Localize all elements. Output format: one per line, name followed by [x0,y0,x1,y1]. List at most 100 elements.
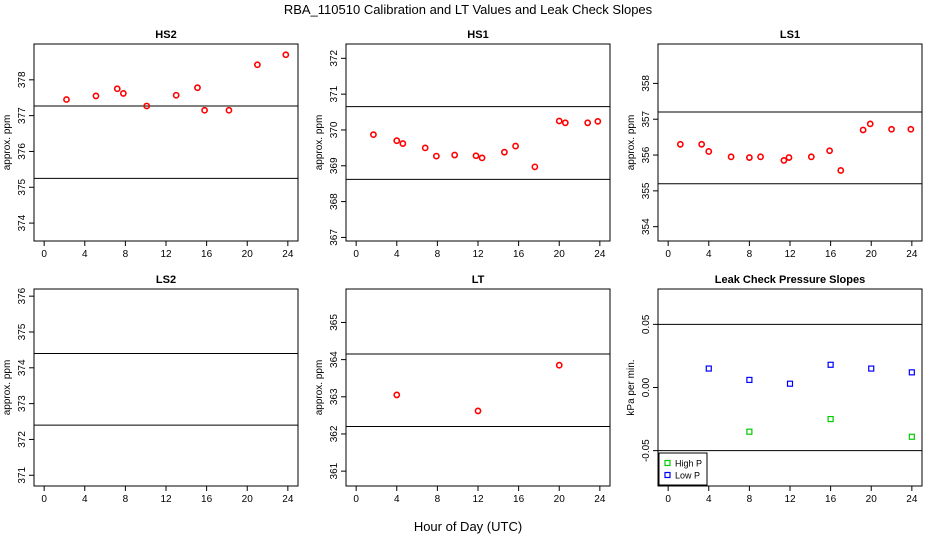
data-point [500,148,508,156]
x-tick-label: 8 [123,494,129,505]
x-tick-label: 0 [353,249,359,260]
x-tick-label: 8 [747,494,753,505]
y-tick-label: 372 [17,431,28,448]
y-tick-label: 361 [329,462,340,479]
x-tick-label: 8 [123,249,129,260]
legend-box [658,452,708,486]
legend-label: Low P [675,471,700,481]
data-point [785,154,793,161]
y-axis-label: approx. ppm [2,115,13,171]
y-tick-label: 375 [17,323,28,340]
y-tick-label: 378 [17,71,28,88]
y-tick-label: 358 [641,75,652,92]
x-tick-label: 4 [706,494,712,505]
data-point [807,153,815,161]
panel-leak-check-pressure-slopes: Leak Check Pressure Slopes 0 4 8 12 16 20 24 -0.… [626,274,923,505]
x-tick-label: 8 [435,494,441,505]
y-tick-label: 0.00 [641,377,652,397]
x-tick-label: 20 [866,249,878,260]
data-point [421,144,429,152]
y-axis-label: approx. ppm [314,115,325,171]
data-point [399,140,407,147]
panel-title: LS2 [156,274,176,286]
y-tick-label: 368 [329,193,340,210]
data-point [561,119,569,127]
data-point [474,407,482,415]
y-tick-label: 373 [17,395,28,412]
data-point [827,415,834,423]
y-axis-label: approx. ppm [626,115,637,171]
data-point [432,152,440,160]
x-tick-label: 0 [41,494,47,505]
y-tick-label: 365 [329,314,340,331]
data-point [705,365,712,372]
data-point [908,369,915,376]
y-tick-label: 376 [17,287,28,304]
x-tick-label: 4 [82,249,88,260]
x-tick-label: 24 [282,249,294,260]
plot-frame [33,43,299,242]
x-tick-label: 20 [554,494,566,505]
panel-title: HS2 [155,29,176,41]
y-tick-label: 356 [641,146,652,163]
data-point [393,137,401,145]
x-tick-label: 16 [825,249,837,260]
data-point [63,96,70,103]
data-point [512,142,519,150]
legend: High P Low P [658,452,708,486]
figure-title: RBA_110510 Calibration and LT Values and… [284,2,653,17]
data-point [698,140,706,148]
data-point [282,51,290,59]
x-tick-label: 0 [665,249,671,260]
y-tick-label: 369 [329,157,340,174]
plot-frame [33,288,299,487]
y-tick-label: 0.05 [641,314,652,334]
data-point [584,119,592,127]
x-tick-label: 12 [472,249,484,260]
x-tick-label: 24 [594,494,606,505]
data-point [676,140,684,148]
y-tick-label: 374 [17,359,28,376]
data-point [451,151,459,159]
y-tick-label: 364 [329,351,340,368]
x-tick-label: 16 [201,494,213,505]
data-point [393,391,401,399]
y-tick-label: 371 [17,466,28,483]
x-tick-label: 20 [242,249,254,260]
data-point [727,153,735,161]
panel-grid: HS2 0 4 8 12 16 20 24 374 375 376 377 378 approx. ppm… [2,29,923,505]
x-axis-label: Hour of Day (UTC) [414,519,522,534]
data-point [866,120,874,128]
panel-hs1: HS1 0 4 8 12 16 20 24 367 368 369 370 371 372 approx. … [314,29,611,260]
panel-title: LT [472,274,485,286]
x-tick-label: 12 [472,494,484,505]
x-tick-label: 4 [394,494,400,505]
x-tick-label: 20 [866,494,878,505]
legend-marker [664,471,671,479]
x-tick-label: 0 [41,249,47,260]
data-point [746,428,753,435]
data-point [780,157,788,164]
y-tick-label: 377 [17,107,28,124]
data-point [172,91,180,99]
data-point [594,117,602,125]
data-point [555,361,563,369]
x-tick-label: 12 [160,249,172,260]
panel-ls1: LS1 0 4 8 12 16 20 24 354 355 356 357 358 approx. ppm [626,29,923,260]
legend-marker [664,459,671,467]
x-tick-label: 8 [435,249,441,260]
x-tick-label: 4 [394,249,400,260]
data-point [472,152,480,160]
panel-hs2: HS2 0 4 8 12 16 20 24 374 375 376 377 378 approx. ppm [2,29,299,260]
y-tick-label: 363 [329,388,340,405]
plot-frame [657,43,923,242]
x-tick-label: 20 [242,494,254,505]
data-point [119,90,127,97]
x-tick-label: 24 [594,249,606,260]
data-point [478,154,486,162]
data-point [837,167,845,174]
y-tick-label: 371 [329,85,340,102]
x-tick-label: 8 [747,249,753,260]
panel-title: LS1 [780,29,800,41]
